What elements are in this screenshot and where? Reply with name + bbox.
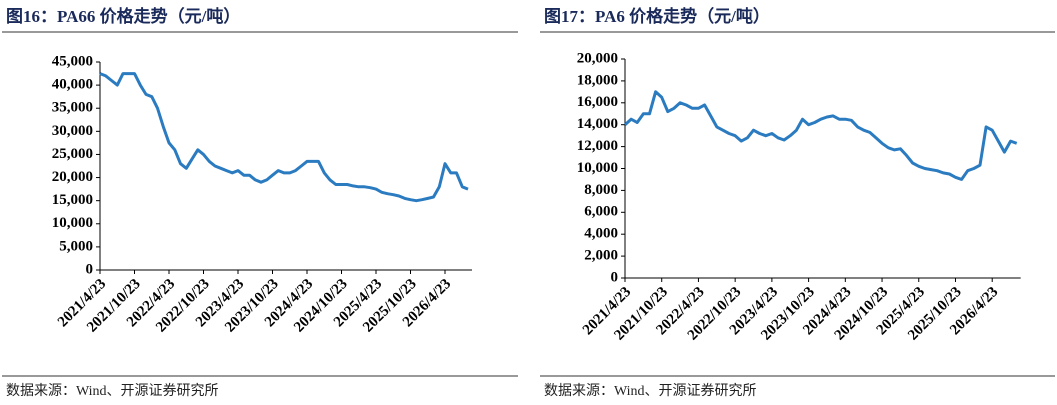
chart-title: 图16：PA66 价格走势（元/吨） (6, 6, 240, 26)
price-line (623, 90, 1018, 181)
y-tick-label: 0 (611, 269, 619, 285)
y-tick-label: 35,000 (52, 100, 93, 116)
y-tick-label: 10,000 (52, 215, 93, 231)
y-tick-label: 5,000 (59, 238, 93, 254)
source-note: 数据来源：Wind、开源证券研究所 (6, 383, 219, 399)
y-tick-label: 4,000 (584, 226, 618, 242)
chart-title: 图17：PA6 价格走势（元/吨） (544, 6, 770, 26)
y-tick-label: 18,000 (577, 72, 618, 88)
y-tick-label: 6,000 (584, 204, 618, 220)
y-tick-label: 15,000 (52, 192, 93, 208)
y-tick-label: 20,000 (577, 50, 618, 66)
y-tick-label: 20,000 (52, 169, 93, 185)
y-tick-label: 45,000 (52, 53, 93, 69)
y-tick-label: 2,000 (584, 248, 618, 264)
y-tick-label: 8,000 (584, 182, 618, 198)
y-tick-label: 10,000 (577, 160, 618, 176)
y-tick-label: 16,000 (577, 94, 618, 110)
y-tick-label: 0 (86, 261, 94, 277)
price-line (99, 72, 469, 203)
y-tick-label: 12,000 (577, 138, 618, 154)
source-note: 数据来源：Wind、开源证券研究所 (544, 383, 757, 399)
y-tick-label: 25,000 (52, 146, 93, 162)
y-tick-label: 30,000 (52, 123, 93, 139)
y-tick-label: 40,000 (52, 77, 93, 93)
y-tick-label: 14,000 (577, 116, 618, 132)
